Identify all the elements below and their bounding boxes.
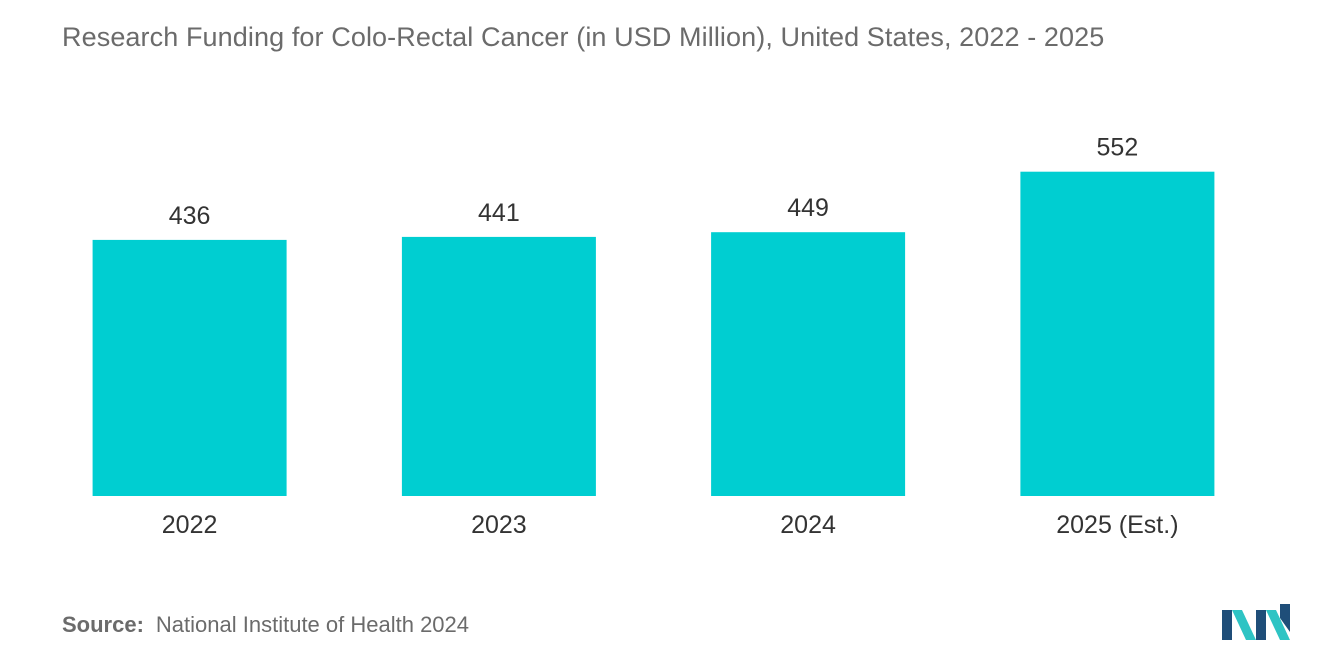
data-label-3: 552 [1097, 134, 1139, 162]
logo-middle-stroke [1256, 610, 1266, 640]
mordor-logo-icon [1222, 604, 1290, 640]
chart-title: Research Funding for Colo-Rectal Cancer … [62, 22, 1105, 52]
bar-3 [1020, 171, 1215, 496]
data-label-0: 436 [169, 202, 211, 230]
source-label: Source: [62, 612, 144, 637]
bars-layer [92, 171, 1215, 496]
bar-chart: 436 441 449 552 2022 2023 2024 2025 (Est.) [92, 134, 1215, 539]
x-tick-label-0: 2022 [162, 511, 218, 539]
source-text: National Institute of Health 2024 [155, 612, 470, 637]
data-label-1: 441 [478, 199, 520, 227]
logo-diagonal-2 [1266, 610, 1290, 640]
bar-2 [711, 232, 906, 496]
logo-left-stroke [1222, 610, 1232, 640]
data-label-2: 449 [787, 194, 829, 222]
logo-right-stroke [1280, 604, 1290, 632]
x-tick-label-2: 2024 [780, 511, 836, 539]
x-tick-labels-layer: 2022 2023 2024 2025 (Est.) [162, 511, 1179, 539]
data-labels-layer: 436 441 449 552 [169, 134, 1139, 230]
logo-diagonal-1 [1232, 610, 1256, 640]
source-note: Source: National Institute of Health 2024 [62, 612, 469, 638]
x-tick-label-1: 2023 [471, 511, 527, 539]
x-tick-label-3: 2025 (Est.) [1056, 511, 1178, 539]
bar-1 [401, 236, 596, 496]
bar-0 [92, 239, 287, 496]
